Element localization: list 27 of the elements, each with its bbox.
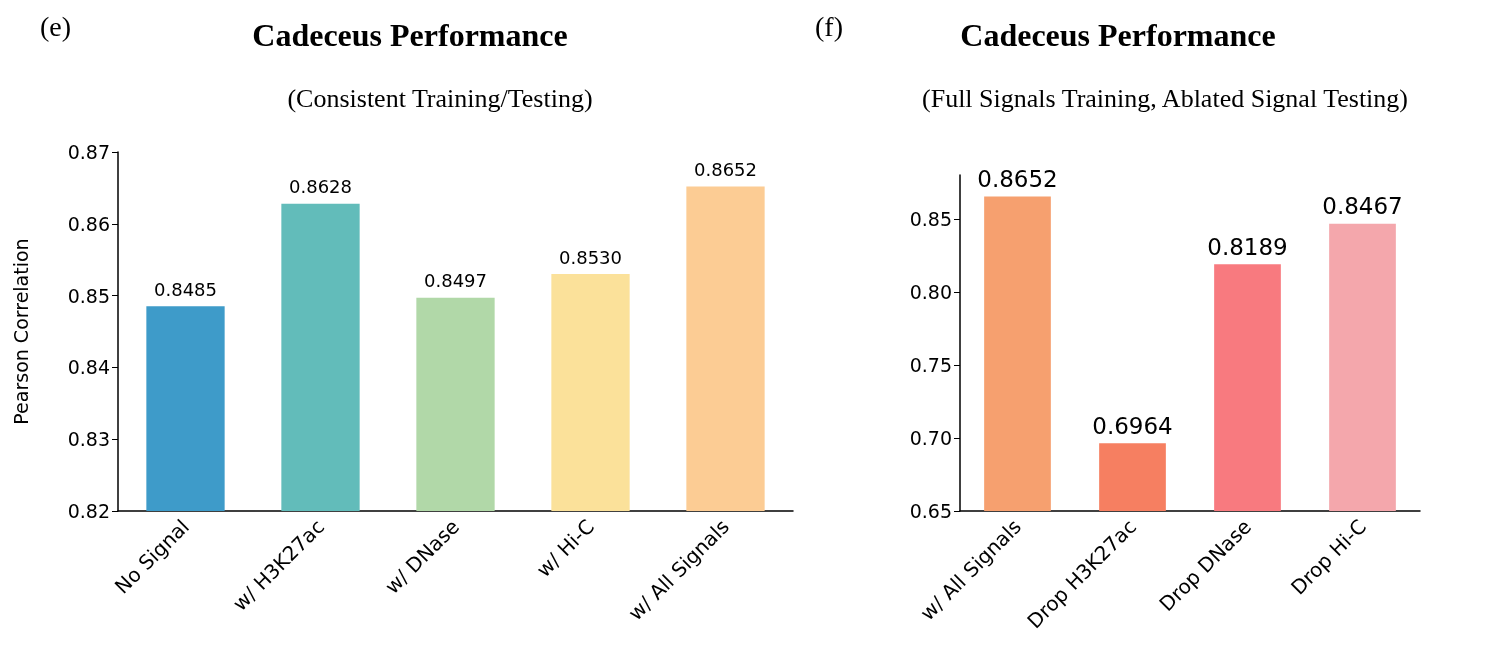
data-label: 0.8467 [1322, 193, 1403, 220]
y-tick-label: 0.75 [909, 353, 952, 376]
chart-title: Cadeceus Performance [252, 17, 568, 53]
data-label: 0.6964 [1092, 412, 1173, 439]
chart-subtitle: (Consistent Training/Testing) [287, 83, 593, 113]
text: (e) [40, 10, 72, 42]
data-label: 0.8530 [559, 246, 622, 268]
data-label: 0.8652 [977, 166, 1058, 193]
data-label: 0.8189 [1207, 233, 1288, 260]
data-label: 0.8628 [289, 176, 352, 198]
y-tick-label: 0.84 [67, 356, 110, 379]
chart-subtitle: (Full Signals Training, Ablated Signal Testing) [922, 83, 1408, 113]
y-tick-label: 0.82 [67, 500, 110, 522]
chart-title: Cadeceus Performance [960, 17, 1276, 53]
y-tick-label: 0.80 [909, 280, 952, 303]
data-label: 0.8485 [154, 278, 217, 300]
data-label: 0.8497 [424, 270, 487, 292]
y-axis-title: Pearson Correlation [9, 238, 32, 425]
data-label: 0.8652 [694, 158, 757, 180]
y-tick-label: 0.70 [909, 426, 952, 449]
text: (f) [815, 10, 843, 42]
y-tick-label: 0.87 [67, 141, 110, 163]
y-tick-label: 0.65 [909, 500, 952, 522]
y-tick-label: 0.85 [67, 284, 110, 307]
y-tick-label: 0.86 [67, 212, 110, 235]
y-tick-label: 0.83 [67, 428, 110, 451]
y-tick-label: 0.85 [909, 207, 952, 230]
